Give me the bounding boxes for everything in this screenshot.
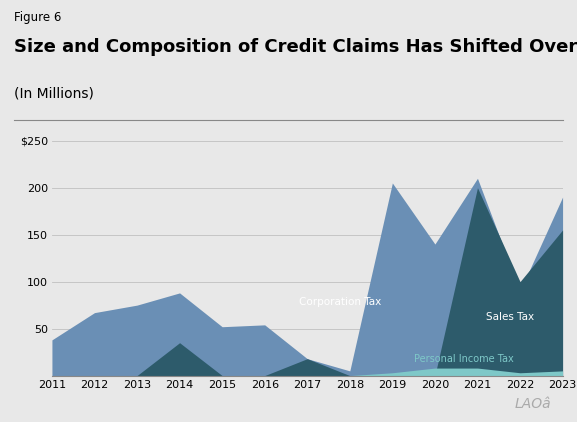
Text: Personal Income Tax: Personal Income Tax xyxy=(414,354,514,364)
Text: Figure 6: Figure 6 xyxy=(14,11,62,24)
Text: Size and Composition of Credit Claims Has Shifted Over Time: Size and Composition of Credit Claims Ha… xyxy=(14,38,577,56)
Text: (In Millions): (In Millions) xyxy=(14,87,94,100)
Text: Sales Tax: Sales Tax xyxy=(486,312,534,322)
Text: LAOâ: LAOâ xyxy=(515,398,551,411)
Text: Corporation Tax: Corporation Tax xyxy=(299,297,381,307)
